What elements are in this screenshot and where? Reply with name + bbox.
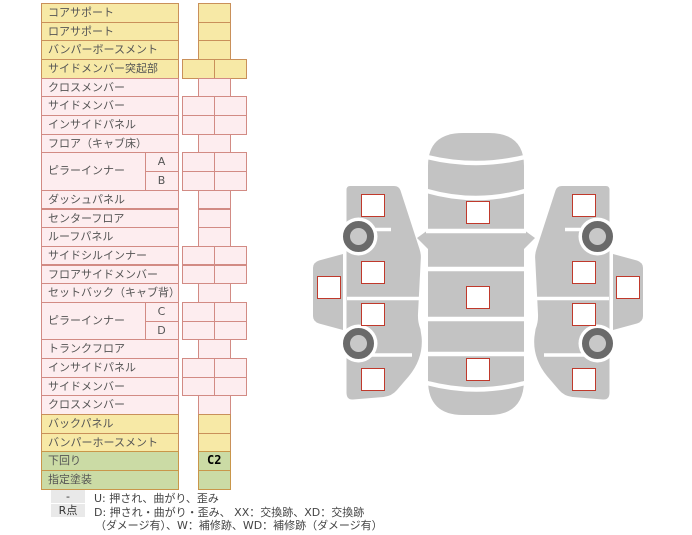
row-label: クロスメンバー <box>41 395 179 415</box>
row-label: フロアサイドメンバー <box>41 264 179 285</box>
value-cell[interactable] <box>198 40 231 61</box>
value-cell[interactable]: C2 <box>198 451 231 471</box>
value-cell[interactable] <box>198 227 231 247</box>
marker-top-roof[interactable] <box>466 286 490 309</box>
damage-code-value: C2 <box>207 453 222 468</box>
marker-right-front-fender[interactable] <box>572 194 596 217</box>
value-cell[interactable] <box>182 245 247 266</box>
marker-right-front-door[interactable] <box>572 261 596 284</box>
car-left-side <box>313 186 422 400</box>
wheel-icon <box>582 221 613 252</box>
value-cell[interactable] <box>182 320 247 341</box>
legend-text: （ダメージ有）、W：補修跡、WD：補修跡（ダメージ有） <box>95 519 383 532</box>
row-label: センターフロア <box>41 208 179 229</box>
value-cell[interactable] <box>182 357 247 378</box>
legend-text: U: 押され、曲がり、歪み <box>94 492 219 505</box>
row-label: ルーフパネル <box>41 227 179 247</box>
row-label: サイドシルインナー <box>41 245 179 266</box>
row-label: インサイドパネル <box>41 115 179 135</box>
row-label: トランクフロア <box>41 339 179 359</box>
marker-left-front-fender[interactable] <box>361 194 385 217</box>
wheel-icon <box>582 328 613 359</box>
pillar-sub-label: A <box>144 152 179 173</box>
marker-right-rear-door[interactable] <box>572 303 596 326</box>
pillar-sub-label: D <box>144 320 179 341</box>
row-label: サイドメンバー <box>41 96 179 117</box>
row-label: インサイドパネル <box>41 357 179 378</box>
marker-left-rear-door[interactable] <box>361 303 385 326</box>
row-label: ロアサポート <box>41 21 179 42</box>
value-cell[interactable] <box>198 77 231 98</box>
marker-left-front-door[interactable] <box>361 261 385 284</box>
wheel-icon <box>343 221 374 252</box>
value-cell[interactable] <box>182 59 247 79</box>
value-cell[interactable] <box>198 414 231 434</box>
value-cell[interactable] <box>198 339 231 359</box>
value-cell[interactable] <box>198 470 231 490</box>
row-label: ダッシュパネル <box>41 189 179 210</box>
value-cell[interactable] <box>182 301 247 322</box>
marker-left-rear-fender[interactable] <box>361 368 385 391</box>
legend-text: D: 押され・曲がり・歪み、 XX：交換跡、XD：交換跡 <box>94 505 365 519</box>
legend-key-badge: - <box>51 490 85 503</box>
car-diagram <box>300 120 660 420</box>
value-cell[interactable] <box>182 152 247 173</box>
row-label: サイドメンバー突起部 <box>41 59 179 79</box>
row-label: フロア（キャブ床） <box>41 133 179 154</box>
row-label: バックパネル <box>41 414 179 434</box>
row-label: ピラーインナー <box>41 301 146 341</box>
row-label: クロスメンバー <box>41 77 179 98</box>
marker-right-panel[interactable] <box>616 276 640 299</box>
row-label: ピラーインナー <box>41 152 146 191</box>
row-label: バンパーホースメント <box>41 432 179 453</box>
marker-top-trunk[interactable] <box>466 358 490 381</box>
value-cell[interactable] <box>198 189 231 210</box>
value-cell[interactable] <box>198 133 231 154</box>
row-label: 指定塗装 <box>41 470 179 490</box>
pillar-sub-label: C <box>144 301 179 322</box>
row-label: バンパーボースメント <box>41 40 179 61</box>
value-cell[interactable] <box>198 208 231 229</box>
row-label: サイドメンバー <box>41 376 179 397</box>
wheel-icon <box>343 328 374 359</box>
row-label: コアサポート <box>41 3 179 23</box>
value-cell[interactable] <box>198 432 231 453</box>
value-cell[interactable] <box>182 376 247 397</box>
marker-left-panel[interactable] <box>317 276 341 299</box>
value-cell[interactable] <box>182 264 247 285</box>
left-mirror-icon <box>417 230 428 249</box>
value-cell[interactable] <box>198 21 231 42</box>
marker-top-hood[interactable] <box>466 201 490 224</box>
value-cell[interactable] <box>198 283 231 303</box>
right-mirror-icon <box>524 230 535 249</box>
car-body-shapes <box>313 133 643 415</box>
pillar-sub-label: B <box>144 171 179 191</box>
value-cell[interactable] <box>182 171 247 191</box>
value-cell[interactable] <box>182 115 247 135</box>
value-cell[interactable] <box>198 3 231 23</box>
legend-key-badge: R点 <box>51 503 85 517</box>
value-cell[interactable] <box>198 395 231 415</box>
value-cell[interactable] <box>182 96 247 117</box>
marker-right-rear-fender[interactable] <box>572 368 596 391</box>
row-label: 下回り <box>41 451 179 471</box>
row-label: セットバック（キャブ背） <box>41 283 179 303</box>
car-top-view <box>417 133 535 415</box>
